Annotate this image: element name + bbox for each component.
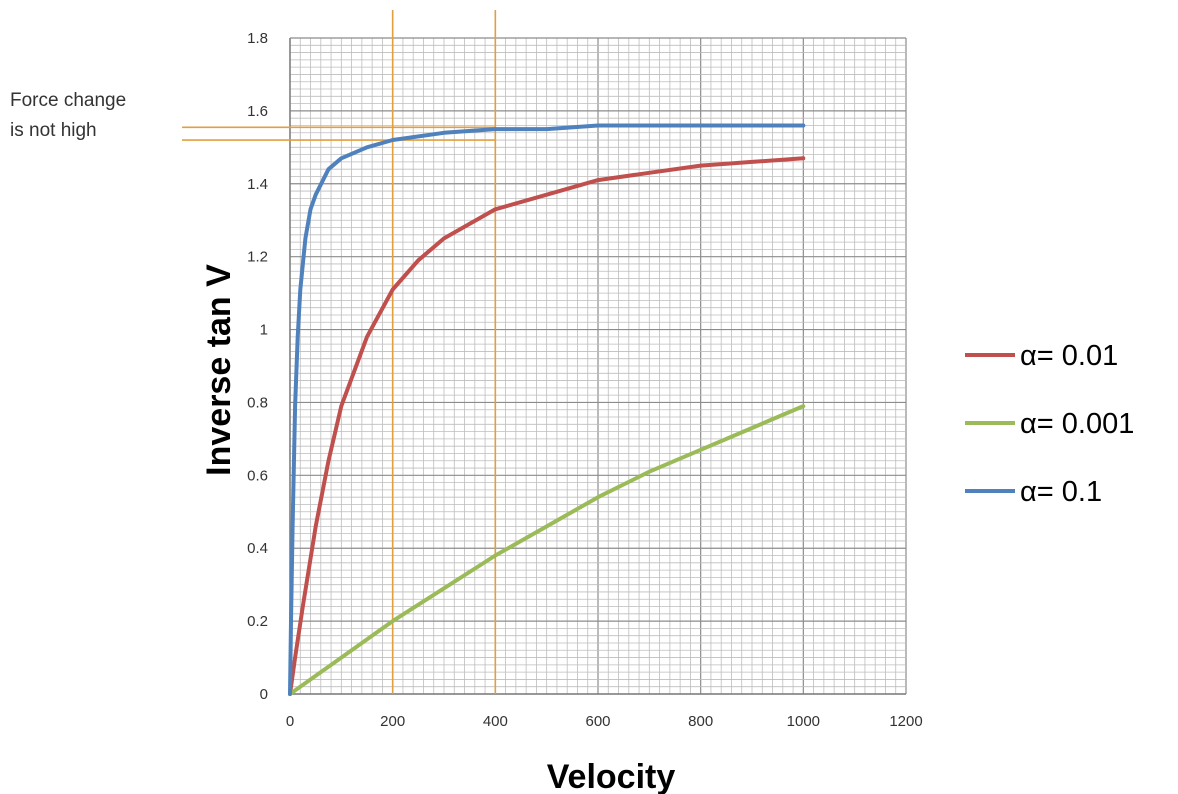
y-tick-label: 0.2 (247, 613, 268, 630)
series-line (288, 123, 806, 696)
series-line (288, 404, 806, 696)
y-tick-label: 1.8 (247, 30, 268, 47)
y-axis-title: Inverse tan V (200, 264, 238, 476)
annotation-markers (182, 10, 497, 694)
y-tick-label: 0.4 (247, 540, 268, 557)
x-tick-label: 600 (585, 713, 610, 730)
legend-label: α= 0.1 (1020, 476, 1102, 508)
x-tick-label: 800 (688, 713, 713, 730)
annotation-line-1: Force change (10, 90, 127, 111)
tick-labels: 0 200 400 600 800 1000 1200 0 0.2 0.4 0.6 0.8 1 1.2 1.… (247, 30, 923, 730)
x-tick-label: 400 (483, 713, 508, 730)
y-tick-label: 1 (260, 322, 268, 339)
series-lines (288, 123, 806, 696)
series-line (288, 156, 806, 696)
x-tick-label: 200 (380, 713, 405, 730)
annotation-text: Force change is not high (10, 86, 210, 146)
y-tick-label: 1.4 (247, 176, 268, 193)
x-tick-label: 1200 (889, 713, 922, 730)
y-tick-label: 1.2 (247, 249, 268, 266)
y-tick-label: 1.6 (247, 103, 268, 120)
x-tick-label: 0 (286, 713, 294, 730)
legend-label: α= 0.01 (1020, 340, 1118, 372)
y-tick-label: 0.8 (247, 394, 268, 411)
x-tick-label: 1000 (787, 713, 820, 730)
gridlines (289, 37, 907, 695)
legend: α= 0.01 α= 0.001 α= 0.1 (965, 340, 1134, 508)
x-axis-title: Velocity (547, 758, 676, 794)
annotation-line-2: is not high (10, 120, 97, 141)
y-tick-label: 0.6 (247, 467, 268, 484)
y-tick-label: 0 (260, 686, 268, 703)
legend-label: α= 0.001 (1020, 408, 1134, 440)
